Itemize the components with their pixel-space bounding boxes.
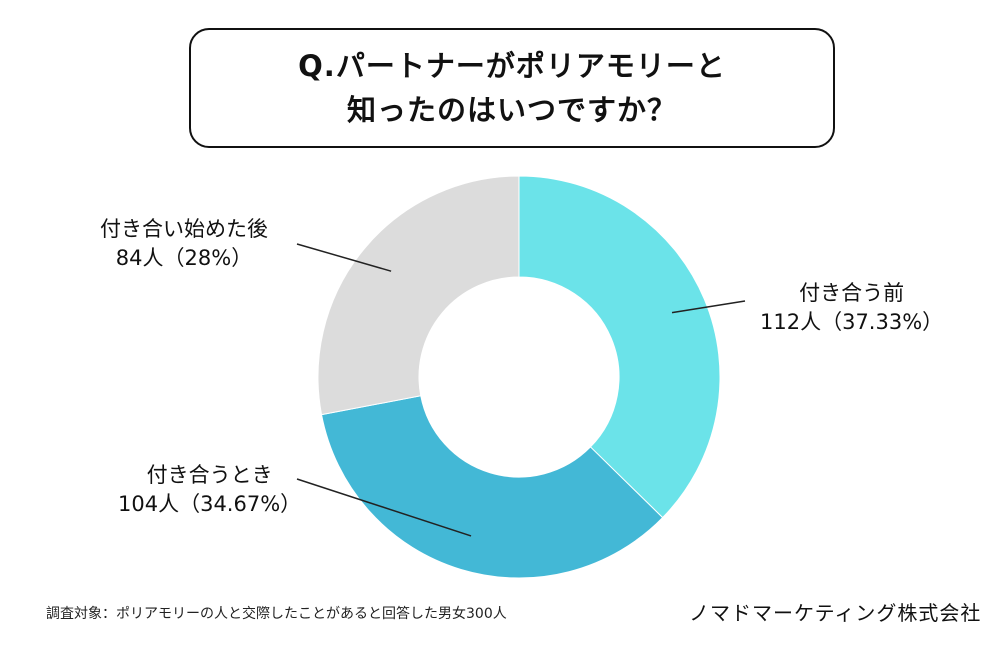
company-name: ノマドマーケティング株式会社	[689, 601, 982, 625]
label-after-dating: 付き合い始めた後 84人（28%）	[100, 215, 268, 273]
slice-after-dating	[317, 175, 520, 416]
chart-title-line-2: 知ったのはいつですか？	[346, 93, 677, 127]
chart-title-line-1: Q.パートナーがポリアモリーと	[298, 49, 726, 83]
label-before-dating-name: 付き合う前	[799, 281, 905, 305]
leader-before-dating	[671, 300, 746, 314]
label-at-start-name: 付き合うとき	[146, 463, 273, 487]
label-before-dating-count: 112人（37.33%）	[760, 310, 944, 334]
slice-before-dating	[518, 175, 721, 519]
label-at-start: 付き合うとき 104人（34.67%）	[118, 461, 301, 519]
label-after-dating-name: 付き合い始めた後	[100, 217, 268, 241]
label-after-dating-count: 84人（28%）	[115, 246, 253, 270]
slice-at-start	[320, 395, 664, 579]
title-box: Q.パートナーがポリアモリーと 知ったのはいつですか？	[189, 28, 835, 148]
label-before-dating: 付き合う前 112人（37.33%）	[760, 279, 943, 337]
leader-at-start	[296, 478, 472, 537]
label-at-start-count: 104人（34.67%）	[118, 492, 302, 516]
leader-after-dating	[296, 243, 392, 272]
survey-footnote: 調査対象：ポリアモリーの人と交際したことがあると回答した男女300人	[46, 606, 507, 622]
